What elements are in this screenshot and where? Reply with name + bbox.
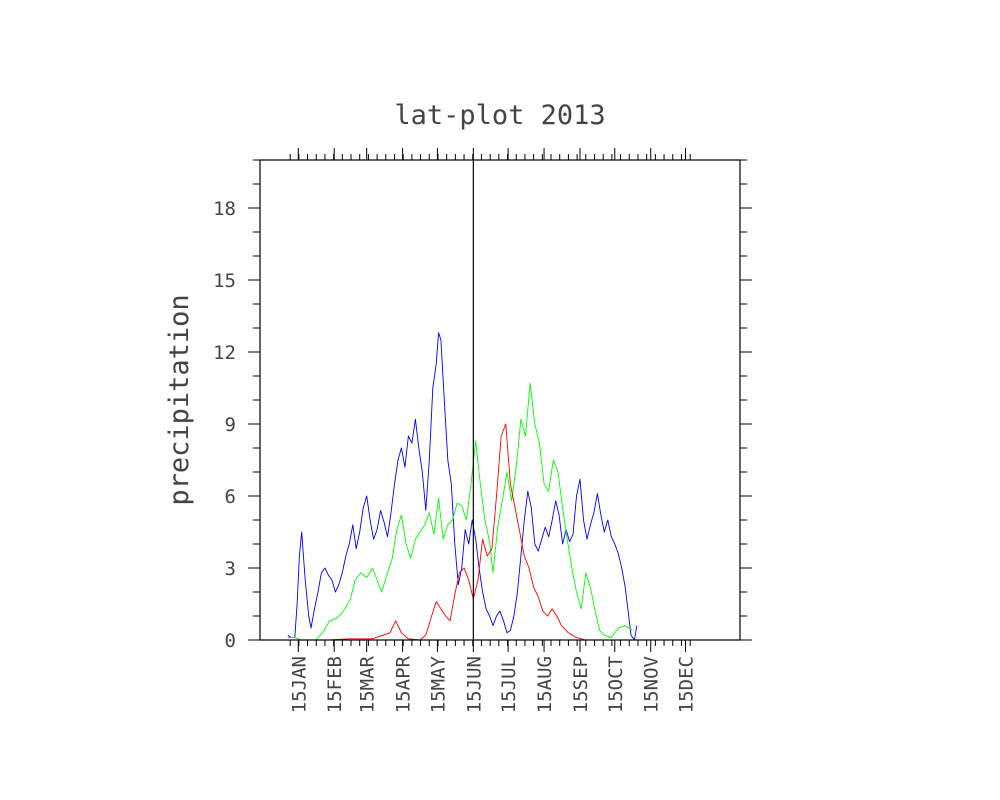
x-tick-label: 15JUN: [463, 656, 485, 713]
y-tick-label: 12: [213, 342, 236, 364]
axes: 0 3 6 9 12 15 18 15JAN 15FEB 15MAR 15APR 15MAY 15JUN…: [213, 148, 752, 713]
y-tick-label: 15: [213, 270, 236, 292]
x-tick-label: 15JUL: [498, 656, 520, 713]
x-tick-label: 15OCT: [605, 656, 627, 713]
chart-title: lat-plot 2013: [394, 100, 605, 131]
x-tick-label: 15AUG: [534, 656, 556, 713]
series-line-3: [304, 423, 604, 641]
x-tick-label: 15SEP: [570, 656, 592, 713]
x-tick-label: 15APR: [393, 655, 415, 713]
x-tick-label: 15MAY: [427, 655, 449, 713]
x-tick-label: 15MAR: [357, 655, 379, 713]
y-tick-label: 3: [225, 558, 236, 580]
plot-area: [287, 160, 638, 641]
y-tick-label: 18: [213, 198, 236, 220]
series-line-1: [287, 332, 638, 641]
series-line-2: [287, 382, 633, 641]
y-tick-label: 0: [225, 630, 236, 652]
x-tick-label: 15DEC: [676, 656, 698, 713]
x-tick-label: 15NOV: [641, 656, 663, 713]
y-axis-label: precipitation: [164, 294, 195, 505]
y-tick-label: 9: [225, 414, 236, 436]
x-tick-label: 15FEB: [324, 656, 346, 713]
x-tick-label: 15JAN: [288, 656, 310, 713]
plot-frame: [259, 159, 741, 641]
y-tick-label: 6: [225, 486, 236, 508]
